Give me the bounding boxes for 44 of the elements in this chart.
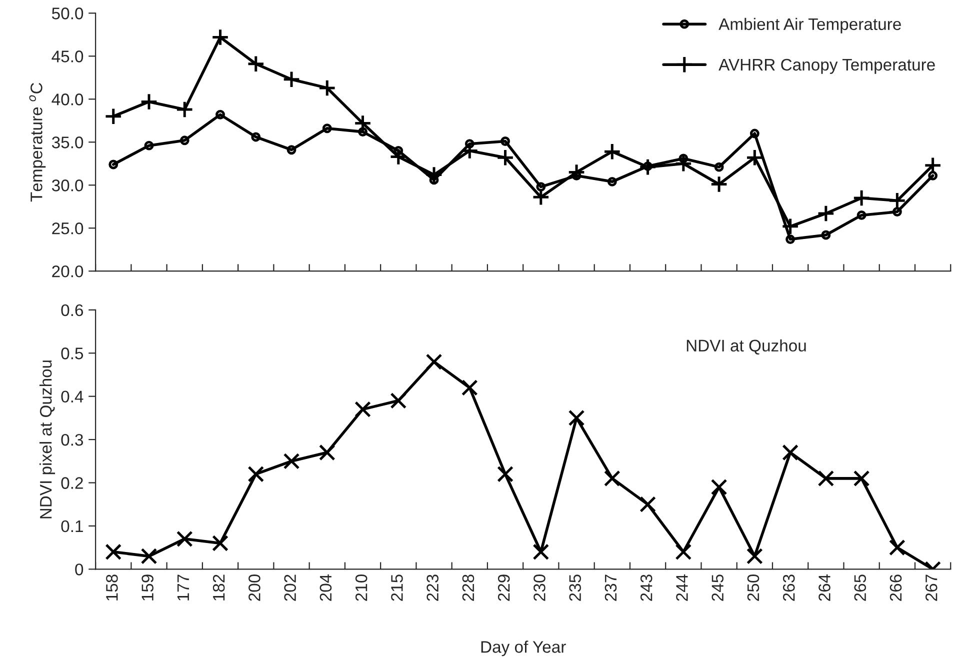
x-tick-label: 200 xyxy=(248,574,260,601)
y-tick-label: 20.0 xyxy=(52,265,84,278)
y-tick-label: 0.6 xyxy=(61,304,84,316)
x-tick-label: 204 xyxy=(320,574,332,601)
y-tick-label: 40.0 xyxy=(52,94,84,106)
y-tick-label: 0.2 xyxy=(61,477,83,489)
legend-label: AVHRR Canopy Temperature xyxy=(718,58,935,74)
x-tick-label: 215 xyxy=(391,574,403,601)
y-axis-title: NDVI pixel at Quzhou xyxy=(39,360,56,518)
x-tick-label: 264 xyxy=(818,574,830,601)
x-tick-label: 159 xyxy=(142,574,154,600)
x-tick-label: 158 xyxy=(106,574,118,600)
x-tick-label: 235 xyxy=(569,574,582,601)
legend-label: Ambient Air Temperature xyxy=(718,18,901,34)
x-tick-label: 265 xyxy=(854,574,866,601)
y-tick-label: 0.3 xyxy=(61,434,84,446)
x-axis-title: Day of Year xyxy=(481,640,566,656)
x-tick-label: 244 xyxy=(676,574,688,601)
y-tick-label: 0 xyxy=(75,564,84,576)
x-tick-label: 243 xyxy=(640,574,652,601)
x-tick-label: 202 xyxy=(284,574,296,601)
x-tick-label: 229 xyxy=(498,574,510,601)
x-tick-label: 210 xyxy=(355,574,368,601)
x-tick-label: 266 xyxy=(890,574,902,601)
x-tick-label: 223 xyxy=(426,574,438,601)
x-tick-label: 228 xyxy=(462,574,474,601)
y-tick-label: 0.4 xyxy=(61,390,84,403)
annotation: NDVI at Quzhou xyxy=(686,339,806,355)
y-tick-label: 35.0 xyxy=(52,136,84,148)
x-tick-label: 177 xyxy=(177,574,189,600)
x-tick-label: 267 xyxy=(925,574,938,601)
x-tick-label: 230 xyxy=(534,574,546,601)
x-tick-label: 263 xyxy=(782,574,795,601)
y-tick-label: 50.0 xyxy=(52,8,84,20)
y-tick-label: 30.0 xyxy=(52,180,84,192)
y-tick-label: 0.1 xyxy=(61,520,83,532)
y-tick-label: 25.0 xyxy=(52,222,84,234)
x-tick-label: 237 xyxy=(604,574,617,601)
y-tick-label: 0.5 xyxy=(61,348,84,360)
x-tick-label: 182 xyxy=(212,574,225,600)
y-tick-label: 45.0 xyxy=(52,50,84,62)
y-axis-title: Temperature $^{o}$C xyxy=(29,82,46,202)
x-tick-label: 245 xyxy=(712,574,724,601)
x-tick-label: 250 xyxy=(747,574,760,601)
